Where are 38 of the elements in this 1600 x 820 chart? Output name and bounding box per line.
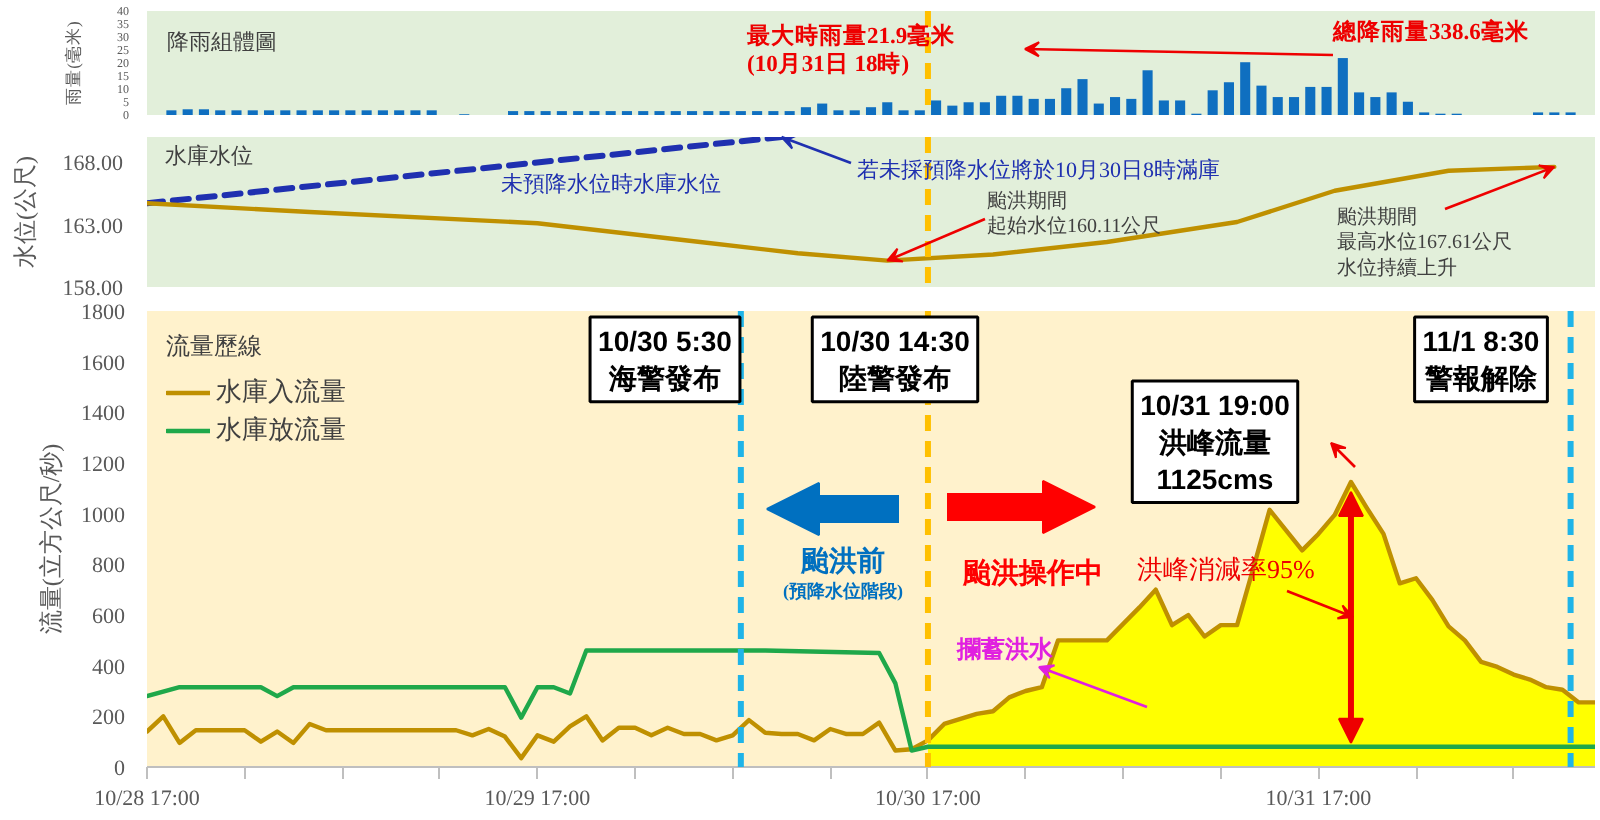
- annotation: (預降水位階段): [783, 581, 904, 601]
- ref-line-label: 10/30 14:30 陸警發布: [820, 325, 971, 394]
- y-tick-label: 600: [92, 605, 126, 629]
- y-tick-label: 1000: [81, 503, 126, 528]
- annotation: 攔蓄洪水: [955, 635, 1055, 663]
- y-tick-label: 200: [92, 706, 126, 731]
- y-tick-label: 1400: [81, 402, 126, 427]
- annotation: 最大時雨量21.9毫米 (10月31日 18時): [745, 21, 958, 77]
- x-tick-label: 10/29 17:00: [484, 787, 592, 811]
- y-tick-label: 158.00: [62, 277, 124, 301]
- y-tick-label: 163.00: [62, 214, 124, 239]
- ref-line-label: 10/30 5:30 海警發布: [598, 325, 733, 394]
- y-tick-label: 0: [114, 757, 126, 781]
- annotation: 颱洪操作中: [961, 558, 1103, 590]
- y-tick-label: 168.00: [62, 152, 124, 176]
- annotation: 颱洪前: [799, 546, 885, 578]
- x-tick-label: 10/28 17:00: [94, 787, 201, 811]
- y-tick-label: 400: [92, 655, 126, 680]
- chart-title: 水庫水位: [165, 143, 253, 169]
- annotation: 颱洪期間最高水位167.61公尺水位持續上升: [1337, 205, 1512, 280]
- y-tick-label: 1600: [81, 351, 126, 376]
- y-tick-label: 1800: [81, 301, 126, 325]
- annotation: 總降雨量338.6毫米: [1331, 17, 1531, 45]
- legend-title: 流量歷線: [166, 330, 264, 364]
- y-axis-title: 水位(公尺): [10, 155, 39, 268]
- y-tick-label: 1200: [81, 453, 126, 477]
- annotation: 10/31 19:00 洪峰流量 1125cms: [1140, 389, 1291, 495]
- annotation: 颱洪期間起始水位160.11公尺: [987, 189, 1162, 239]
- x-tick-label: 10/30 17:00: [875, 787, 982, 811]
- y-tick-label: 800: [92, 554, 126, 579]
- y-axis-title: 雨量(毫米): [63, 21, 83, 105]
- ref-line-label: 11/1 8:30 警報解除: [1422, 325, 1540, 394]
- y-axis-title: 流量(立方公尺/秒): [37, 443, 65, 635]
- text: 降雨組體圖: [167, 31, 277, 55]
- legend-label: 水庫放流量: [216, 412, 346, 448]
- legend-label: 水庫入流量: [216, 374, 346, 410]
- series-label: 未預降水位時水庫水位: [501, 171, 721, 197]
- x-tick-label: 10/31 17:00: [1265, 787, 1373, 811]
